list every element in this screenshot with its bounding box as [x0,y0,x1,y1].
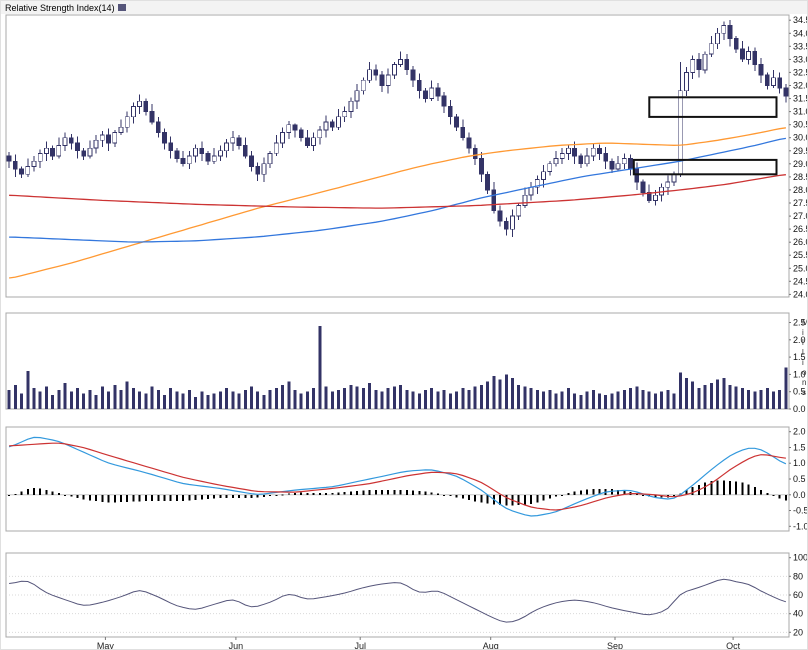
svg-text:0.5: 0.5 [793,474,806,484]
rsi-swatch [117,4,126,11]
svg-text:30.5: 30.5 [793,120,808,130]
svg-text:27.0: 27.0 [793,211,808,221]
rsi-legend-strip: Relative Strength Index(14) [1,1,807,14]
svg-text:Aug: Aug [483,641,499,650]
svg-text:0.5: 0.5 [793,387,806,397]
svg-text:31.5: 31.5 [793,94,808,104]
sma50-line [9,127,786,279]
svg-text:Oct: Oct [726,641,741,650]
svg-text:25.0: 25.0 [793,263,808,273]
svg-text:s: s [802,388,806,397]
annotation-box-2 [632,158,778,176]
svg-text:-0.5: -0.5 [793,506,808,516]
svg-text:29.0: 29.0 [793,159,808,169]
macd-axis-labels: 2.0 1.5 1.0 0.5 0.0 -0.5 -1.0 [789,427,808,531]
svg-text:28.5: 28.5 [793,172,808,182]
svg-text:25.5: 25.5 [793,250,808,260]
svg-text:2.0: 2.0 [793,335,806,345]
svg-text:-1.0: -1.0 [793,521,808,531]
svg-text:l: l [802,338,804,347]
svg-text:30.0: 30.0 [793,133,808,143]
svg-text:Sep: Sep [607,641,623,650]
svg-text:24.0: 24.0 [793,289,808,299]
svg-text:l: l [802,348,804,357]
svg-text:2.5: 2.5 [793,318,806,328]
svg-text:i: i [802,328,804,337]
svg-text:0.0: 0.0 [793,490,806,500]
volume-axis-unit: Millions [802,318,808,397]
svg-text:0.0: 0.0 [793,404,806,414]
svg-text:32.0: 32.0 [793,81,808,91]
volume-axis-labels: 2.5 2.0 1.5 1.0 0.5 0.0 [789,318,806,414]
candlesticks [6,20,789,237]
x-axis-months: May Jun Jul Aug Sep Oct [97,637,741,650]
svg-text:60: 60 [793,590,803,600]
svg-text:24.5: 24.5 [793,276,808,286]
svg-text:M: M [802,318,808,327]
svg-text:May: May [97,641,115,650]
price-axis-labels: 34.5 34.0 33.5 33.0 32.5 32.0 31.5 31.0 30.5 30.0… [789,15,808,299]
svg-text:29.5: 29.5 [793,146,808,156]
svg-text:26.0: 26.0 [793,237,808,247]
macd-panel-border [5,426,790,532]
svg-text:34.5: 34.5 [793,15,808,25]
volume-panel-border [5,312,790,410]
svg-text:32.5: 32.5 [793,67,808,77]
svg-text:40: 40 [793,609,803,619]
annotation-box-1 [648,96,778,118]
macd-line [8,436,787,517]
rsi-label: Relative Strength Index(14) [5,2,115,13]
rsi-line [9,578,787,623]
macd-signal-line [9,442,786,511]
svg-text:1.5: 1.5 [793,443,806,453]
svg-text:28.0: 28.0 [793,185,808,195]
macd-histogram [8,480,787,506]
sma200-line [9,174,786,209]
svg-text:1.5: 1.5 [793,352,806,362]
rsi-panel-border [5,552,790,638]
svg-text:n: n [802,378,806,387]
svg-text:Jun: Jun [229,641,244,650]
svg-text:2.0: 2.0 [793,427,806,437]
svg-text:80: 80 [793,571,803,581]
svg-text:20: 20 [793,627,803,637]
svg-text:34.0: 34.0 [793,28,808,38]
rsi-axis-labels: 100 80 60 40 20 [789,553,808,637]
svg-text:31.0: 31.0 [793,107,808,117]
svg-text:o: o [802,368,807,377]
sma100-line [9,137,787,243]
svg-text:27.5: 27.5 [793,198,808,208]
svg-text:26.5: 26.5 [793,224,808,234]
svg-text:33.5: 33.5 [793,41,808,51]
rsi-legend: Relative Strength Index(14) [5,3,126,13]
svg-text:100: 100 [793,553,808,563]
svg-text:1.0: 1.0 [793,458,806,468]
svg-text:Jul: Jul [354,641,366,650]
volume-bars [7,325,788,409]
svg-text:1.0: 1.0 [793,369,806,379]
svg-text:33.0: 33.0 [793,54,808,64]
main-panel-border [5,14,790,298]
svg-text:i: i [802,358,804,367]
